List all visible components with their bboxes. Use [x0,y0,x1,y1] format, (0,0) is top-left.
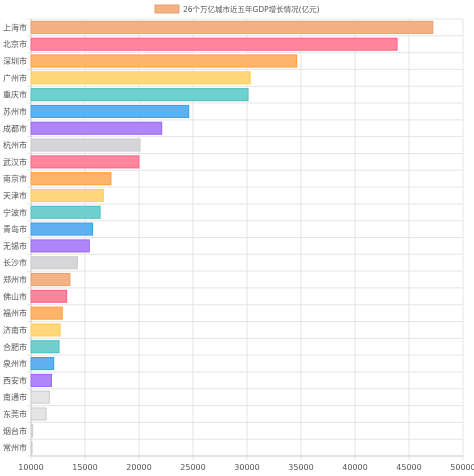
y-tick-label: 长沙市 [3,258,27,268]
bar[interactable] [30,138,141,152]
bar[interactable] [30,272,71,287]
y-tick-label: 南京市 [3,174,27,184]
x-tick-label: 40000 [342,463,367,472]
legend[interactable]: 26个万亿城市近五年GDP增长情况(亿元) [154,4,320,14]
y-tick-label: 成都市 [3,123,27,133]
y-tick-label: 武汉市 [3,157,27,167]
bar[interactable] [30,54,298,68]
bar[interactable] [30,104,190,118]
legend-label: 26个万亿城市近五年GDP增长情况(亿元) [183,4,320,14]
bar[interactable] [30,88,249,102]
y-axis-labels: 上海市北京市深圳市广州市重庆市苏州市成都市杭州市武汉市南京市天津市宁波市青岛市无… [3,22,27,452]
x-axis-labels: 10000 15000 20000 25000 30000 35000 40000 45000… [18,463,474,472]
y-tick-label: 东莞市 [3,409,27,419]
bar[interactable] [30,390,50,404]
y-tick-label: 青岛市 [3,224,27,234]
x-tick-label: 30000 [234,463,259,472]
y-tick-label: 福州市 [3,308,27,318]
x-tick-label: 15000 [72,463,97,472]
bar[interactable] [30,306,63,320]
y-tick-label: 常州市 [3,443,27,453]
bar[interactable] [30,441,33,455]
bar[interactable] [30,172,112,186]
y-tick-label: 郑州市 [3,275,27,285]
y-tick-label: 北京市 [3,39,27,49]
x-tick-label: 35000 [288,463,313,472]
bar[interactable] [30,222,94,236]
x-tick-label: 45000 [396,463,421,472]
y-tick-label: 上海市 [3,22,27,32]
y-tick-label: 重庆市 [3,90,27,100]
bar[interactable] [30,239,90,253]
legend-swatch [154,4,180,14]
y-tick-label: 杭州市 [3,140,27,150]
x-tick-label: 50000 [450,463,474,472]
bar[interactable] [30,323,61,337]
x-tick-label: 10000 [18,463,43,472]
y-tick-label: 南通市 [3,392,27,402]
y-tick-label: 深圳市 [3,56,27,66]
y-tick-label: 佛山市 [3,291,27,301]
bar[interactable] [30,20,434,34]
bar[interactable] [30,289,68,303]
bar[interactable] [30,357,55,371]
y-tick-label: 合肥市 [3,342,27,352]
y-tick-label: 苏州市 [3,106,27,116]
y-tick-label: 济南市 [3,325,27,335]
bar[interactable] [30,424,34,438]
bar[interactable] [30,407,47,421]
bar[interactable] [30,373,53,387]
bar[interactable] [30,71,251,85]
y-tick-label: 宁波市 [3,207,27,217]
grid-lines [27,18,464,460]
x-tick-label: 25000 [180,463,205,472]
y-tick-label: 烟台市 [3,426,27,436]
bar[interactable] [30,37,398,51]
y-tick-label: 无锡市 [3,241,27,251]
y-tick-label: 广州市 [3,73,27,83]
bar[interactable] [30,121,163,135]
bar[interactable] [30,256,78,270]
bar[interactable] [30,340,60,354]
bar[interactable] [30,188,104,203]
y-tick-label: 天津市 [3,190,27,200]
y-tick-label: 泉州市 [3,359,27,369]
y-tick-label: 西安市 [3,375,27,385]
bar[interactable] [30,205,101,219]
bar[interactable] [30,155,140,169]
bars [30,20,434,455]
x-tick-label: 20000 [126,463,151,472]
